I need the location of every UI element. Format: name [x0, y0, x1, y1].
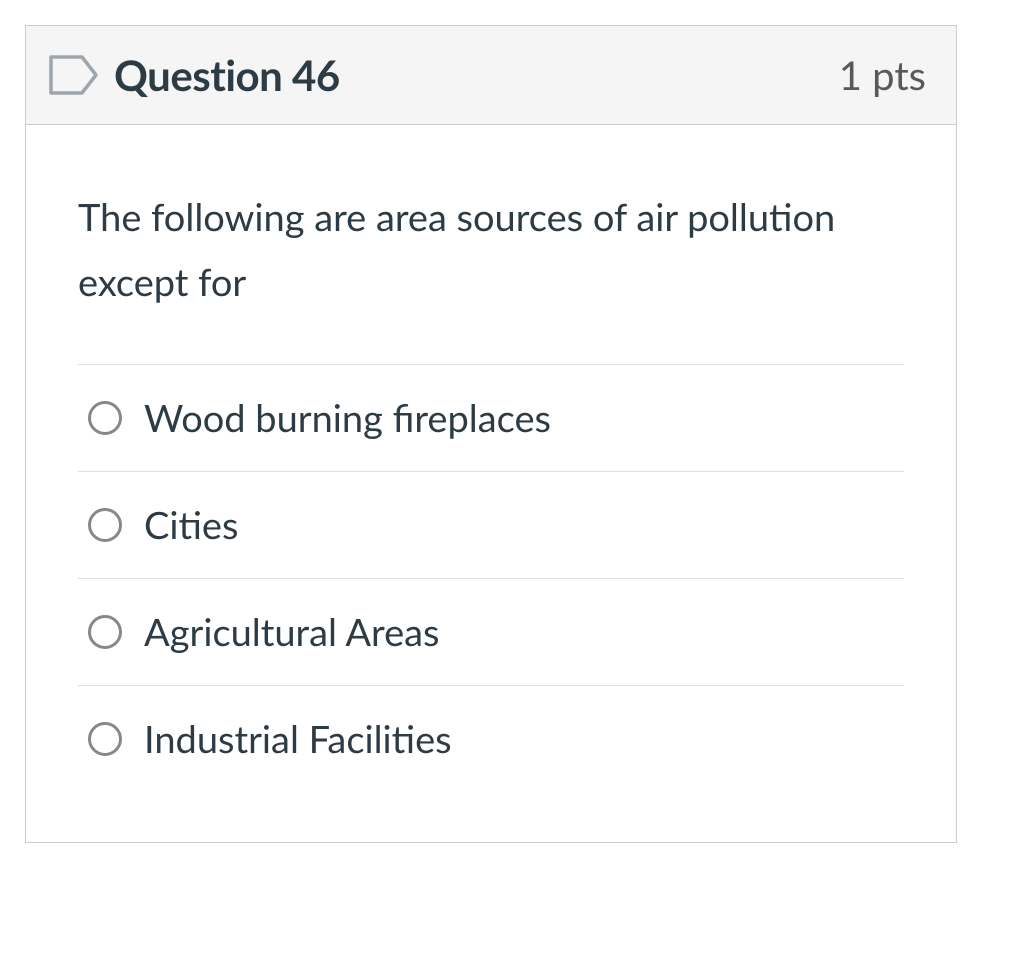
answer-label: Agricultural Areas	[144, 609, 440, 655]
radio-icon[interactable]	[88, 401, 122, 435]
radio-icon[interactable]	[88, 508, 122, 542]
answer-option[interactable]: Cities	[78, 472, 904, 579]
question-body: The following are area sources of air po…	[26, 125, 956, 842]
answers-list: Wood burning fireplaces Cities Agricultu…	[78, 364, 904, 792]
question-card: Question 46 1 pts The following are area…	[25, 25, 957, 843]
flag-icon	[48, 54, 100, 96]
answer-option[interactable]: Agricultural Areas	[78, 579, 904, 686]
question-title: Question 46	[114, 50, 340, 100]
answer-label: Wood burning fireplaces	[144, 395, 551, 441]
radio-icon[interactable]	[88, 722, 122, 756]
answer-label: Industrial Facilities	[144, 716, 452, 762]
answer-label: Cities	[144, 502, 238, 548]
answer-option[interactable]: Wood burning fireplaces	[78, 365, 904, 472]
points-label: 1 pts	[839, 51, 926, 99]
question-header: Question 46 1 pts	[26, 26, 956, 125]
question-text: The following are area sources of air po…	[78, 185, 904, 314]
answer-option[interactable]: Industrial Facilities	[78, 686, 904, 792]
radio-icon[interactable]	[88, 615, 122, 649]
header-left: Question 46	[48, 50, 340, 100]
